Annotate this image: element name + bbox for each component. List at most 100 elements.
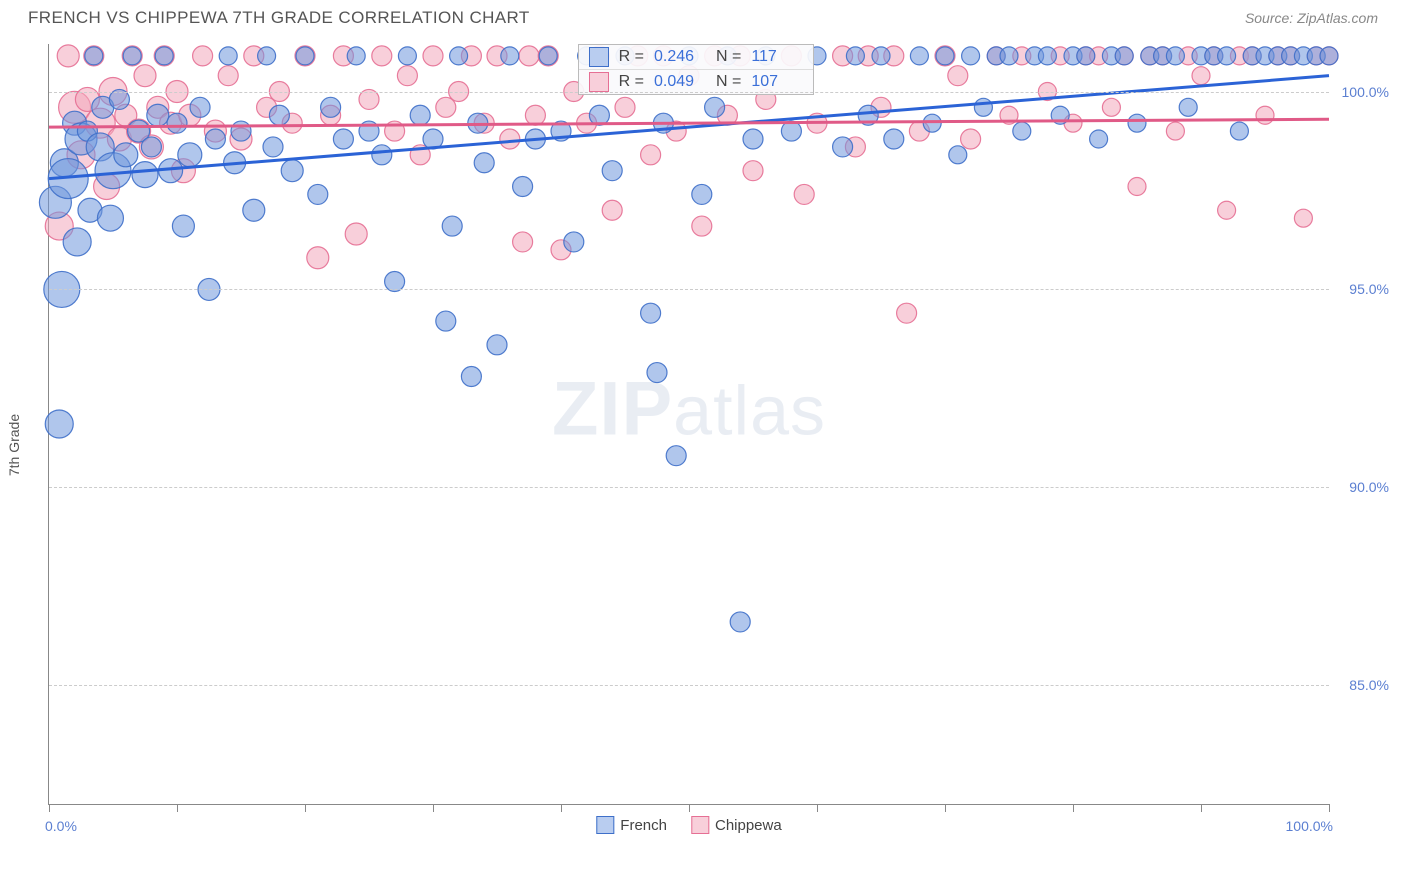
x-tick	[49, 804, 50, 812]
data-point-french	[333, 129, 353, 149]
data-point-french	[1013, 122, 1031, 140]
data-point-french	[487, 335, 507, 355]
data-point-chippewa	[218, 66, 238, 86]
data-point-french	[1166, 47, 1184, 65]
data-point-chippewa	[134, 65, 156, 87]
data-point-chippewa	[372, 46, 392, 66]
data-point-french	[846, 47, 864, 65]
data-point-chippewa	[615, 97, 635, 117]
data-point-chippewa	[641, 145, 661, 165]
data-point-french	[705, 97, 725, 117]
data-point-french	[178, 143, 202, 167]
data-point-french	[1128, 114, 1146, 132]
gridline-h	[49, 289, 1329, 290]
data-point-chippewa	[423, 46, 443, 66]
correlation-stats-box: R =0.246N =117R =0.049N =107	[578, 44, 815, 95]
x-tick	[1201, 804, 1202, 812]
data-point-french	[1179, 98, 1197, 116]
y-tick-label: 90.0%	[1335, 479, 1389, 495]
x-tick	[561, 804, 562, 812]
data-point-french	[167, 113, 187, 133]
data-point-french	[781, 121, 801, 141]
data-point-chippewa	[519, 46, 539, 66]
data-point-french	[974, 98, 992, 116]
y-axis-label: 7th Grade	[6, 414, 22, 476]
data-point-chippewa	[1166, 122, 1184, 140]
data-point-chippewa	[794, 184, 814, 204]
data-point-chippewa	[1256, 106, 1274, 124]
data-point-french	[85, 47, 103, 65]
data-point-chippewa	[1294, 209, 1312, 227]
data-point-french	[347, 47, 365, 65]
data-point-french	[936, 47, 954, 65]
data-point-french	[308, 184, 328, 204]
data-point-chippewa	[525, 105, 545, 125]
data-point-chippewa	[345, 223, 367, 245]
data-point-chippewa	[397, 66, 417, 86]
data-point-french	[296, 47, 314, 65]
stats-n-value: 107	[751, 73, 803, 91]
data-point-french	[147, 104, 169, 126]
data-point-french	[513, 177, 533, 197]
data-point-french	[155, 47, 173, 65]
data-point-french	[269, 105, 289, 125]
stats-row: R =0.049N =107	[579, 70, 814, 94]
data-point-french	[474, 153, 494, 173]
data-point-french	[205, 129, 225, 149]
data-point-french	[190, 97, 210, 117]
data-point-french	[910, 47, 928, 65]
data-point-chippewa	[513, 232, 533, 252]
data-point-french	[442, 216, 462, 236]
x-axis-min-label: 0.0%	[45, 818, 77, 834]
data-point-french	[410, 105, 430, 125]
x-tick	[177, 804, 178, 812]
x-axis-max-label: 100.0%	[1286, 818, 1333, 834]
data-point-french	[641, 303, 661, 323]
data-point-french	[539, 47, 557, 65]
data-point-french	[436, 311, 456, 331]
data-point-chippewa	[961, 129, 981, 149]
x-tick	[305, 804, 306, 812]
y-tick-label: 95.0%	[1335, 281, 1389, 297]
data-point-french	[743, 129, 763, 149]
stats-n-value: 117	[751, 48, 803, 66]
data-point-french	[132, 162, 158, 188]
x-tick	[945, 804, 946, 812]
data-point-chippewa	[193, 46, 213, 66]
data-point-french	[123, 47, 141, 65]
data-point-french	[281, 160, 303, 182]
data-point-chippewa	[1218, 201, 1236, 219]
y-tick-label: 85.0%	[1335, 677, 1389, 693]
data-point-french	[372, 145, 392, 165]
data-point-french	[97, 205, 123, 231]
stats-n-label: N =	[716, 73, 741, 91]
data-point-french	[602, 161, 622, 181]
data-point-french	[258, 47, 276, 65]
data-point-french	[450, 47, 468, 65]
data-point-french	[243, 199, 265, 221]
legend-swatch	[691, 816, 709, 834]
data-point-chippewa	[500, 129, 520, 149]
data-point-french	[231, 121, 251, 141]
data-point-french	[1090, 130, 1108, 148]
stats-row: R =0.246N =117	[579, 45, 814, 70]
data-point-chippewa	[1128, 178, 1146, 196]
stats-r-value: 0.246	[654, 48, 706, 66]
data-point-french	[884, 129, 904, 149]
data-point-french	[219, 47, 237, 65]
data-point-chippewa	[948, 66, 968, 86]
data-point-french	[398, 47, 416, 65]
data-point-french	[692, 184, 712, 204]
gridline-h	[49, 487, 1329, 488]
data-point-french	[730, 612, 750, 632]
scatter-svg	[49, 44, 1329, 804]
gridline-h	[49, 92, 1329, 93]
x-tick	[817, 804, 818, 812]
data-point-french	[172, 215, 194, 237]
x-tick	[1073, 804, 1074, 812]
stats-swatch	[589, 72, 609, 92]
data-point-french	[1038, 47, 1056, 65]
legend-label: Chippewa	[715, 817, 782, 834]
data-point-french	[564, 232, 584, 252]
data-point-chippewa	[307, 247, 329, 269]
